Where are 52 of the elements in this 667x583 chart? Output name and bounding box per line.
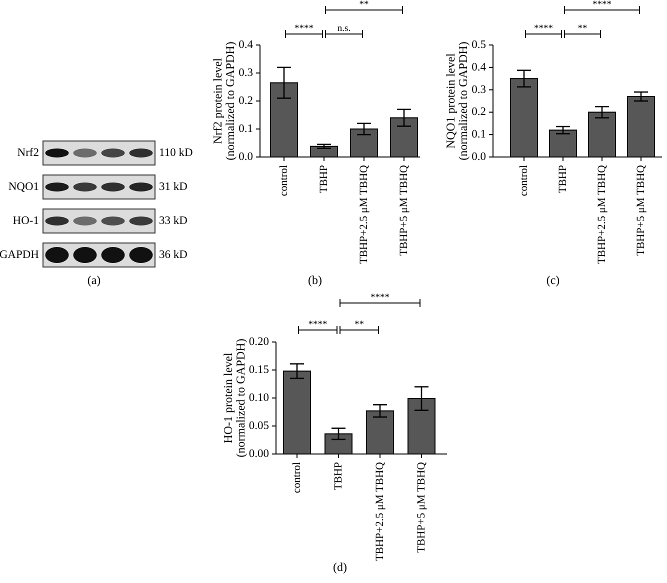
category-label: HO-1 <box>12 215 39 227</box>
text: ** <box>578 24 588 34</box>
text: (a) <box>87 273 101 287</box>
text: **** <box>592 0 612 10</box>
y-tick-label: 0.2 <box>238 95 254 107</box>
text: **** <box>308 320 328 330</box>
category-label: GAPDH <box>0 249 39 261</box>
x-tick-label: TBHP <box>557 165 569 194</box>
y-tick-label: 0.1 <box>472 128 486 141</box>
text: ** <box>359 0 369 10</box>
y-axis-title: NQO1 protein level (normalized to GAPDH) <box>444 42 470 160</box>
y-tick-label: 0.4 <box>238 39 254 51</box>
y-tick-label: 0.5 <box>472 39 486 51</box>
category-label: Nrf2 <box>17 147 39 159</box>
x-tick-label: control <box>291 462 303 494</box>
text: n.s. <box>337 24 351 34</box>
text: **** <box>534 24 554 34</box>
text: **** <box>370 293 390 303</box>
y-tick-label: 0.4 <box>472 61 486 74</box>
y-tick-label: 0.00 <box>248 448 270 460</box>
text: (d) <box>333 560 347 574</box>
y-axis-title: HO-1 protein level (normalized to GAPDH) <box>221 338 248 458</box>
text: (b) <box>308 273 322 287</box>
text: **** <box>294 24 314 34</box>
y-tick-label: 0.3 <box>472 84 486 96</box>
text: ** <box>354 320 364 330</box>
category-label: 36 kD <box>159 249 188 261</box>
y-tick-label: 0.15 <box>248 364 270 376</box>
category-label: 31 kD <box>159 181 188 193</box>
y-tick-label: 0.3 <box>238 67 254 79</box>
x-tick-label: TBHP+2.5 μM TBHQ <box>358 164 370 264</box>
category-label: 33 kD <box>159 215 188 227</box>
y-tick-label: 0.0 <box>238 151 254 163</box>
y-tick-label: 0.20 <box>248 336 270 348</box>
x-tick-label: TBHP+2.5 μM TBHQ <box>374 462 386 561</box>
y-tick-label: 0.2 <box>472 106 486 118</box>
x-tick-label: TBHP+5 μM TBHQ <box>398 164 410 256</box>
y-tick-label: 0.1 <box>238 123 254 135</box>
x-tick-label: TBHP <box>318 165 330 194</box>
x-tick-label: TBHP+5 μM TBHQ <box>635 164 647 256</box>
x-tick-label: TBHP+2.5 μM TBHQ <box>596 164 608 264</box>
x-tick-label: TBHP+5 μM TBHQ <box>416 462 428 553</box>
text: (c) <box>546 273 560 287</box>
x-tick-label: control <box>278 165 290 196</box>
y-axis-title: Nrf2 protein level (normalized to GAPDH) <box>210 42 238 160</box>
category-label: 110 kD <box>159 147 193 159</box>
y-tick-label: 0.10 <box>248 392 270 404</box>
category-label: NQO1 <box>8 181 39 193</box>
x-tick-label: TBHP <box>332 462 344 490</box>
y-tick-label: 0.0 <box>472 151 486 163</box>
y-tick-label: 0.05 <box>248 420 270 432</box>
x-tick-label: control <box>518 165 530 196</box>
